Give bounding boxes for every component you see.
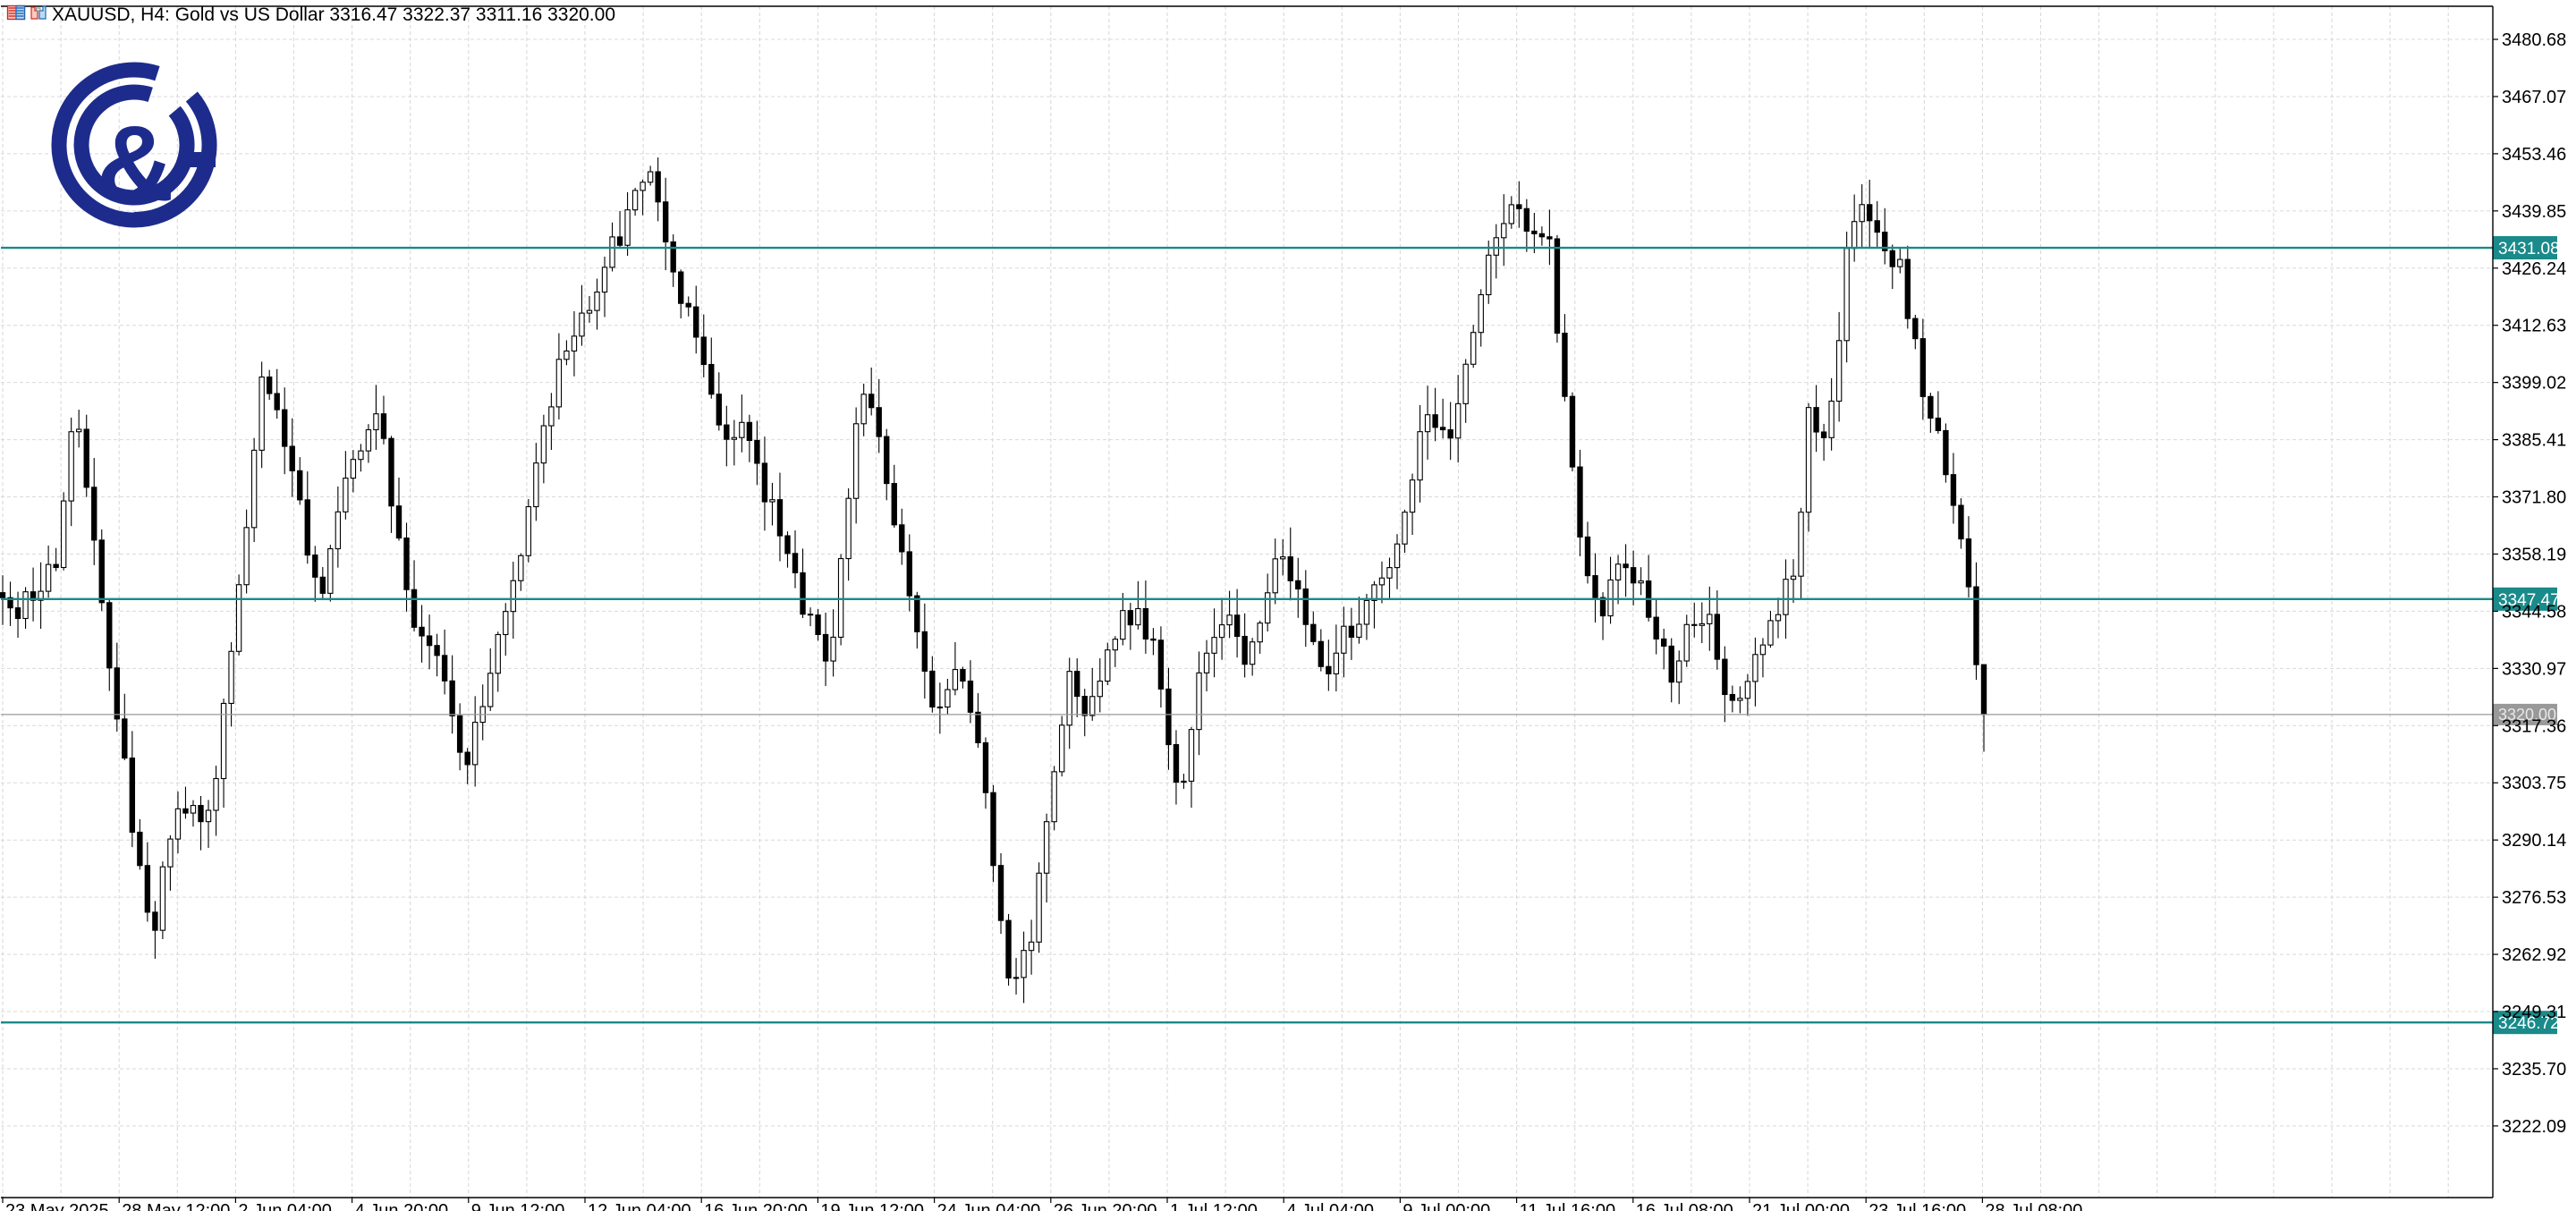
svg-text:3262.92: 3262.92 [2502,945,2566,965]
svg-text:3290.14: 3290.14 [2502,831,2566,851]
svg-text:2 Jun 04:00: 2 Jun 04:00 [238,1201,332,1211]
svg-text:3303.75: 3303.75 [2502,774,2566,793]
svg-text:24 Jun 04:00: 24 Jun 04:00 [937,1201,1041,1211]
svg-text:3249.31: 3249.31 [2502,1003,2566,1022]
svg-text:11 Jul 16:00: 11 Jul 16:00 [1520,1201,1616,1211]
svg-text:3399.02: 3399.02 [2502,374,2566,394]
svg-text:4 Jun 20:00: 4 Jun 20:00 [355,1201,449,1211]
svg-text:1 Jul 12:00: 1 Jul 12:00 [1170,1201,1258,1211]
svg-text:23 Jul 16:00: 23 Jul 16:00 [1868,1201,1966,1211]
svg-text:3317.36: 3317.36 [2502,716,2566,736]
svg-text:3431.08: 3431.08 [2498,240,2560,258]
svg-text:16 Jun 20:00: 16 Jun 20:00 [704,1201,808,1211]
svg-text:23 May 2025: 23 May 2025 [5,1201,109,1211]
svg-text:3371.80: 3371.80 [2502,488,2566,508]
svg-text:9 Jul 00:00: 9 Jul 00:00 [1402,1201,1490,1211]
svg-text:3330.97: 3330.97 [2502,659,2566,679]
svg-text:3480.68: 3480.68 [2502,30,2566,50]
svg-text:3235.70: 3235.70 [2502,1060,2566,1080]
svg-text:3467.07: 3467.07 [2502,88,2566,107]
svg-text:3439.85: 3439.85 [2502,202,2566,222]
svg-text:16 Jul 08:00: 16 Jul 08:00 [1636,1201,1733,1211]
svg-text:26 Jun 20:00: 26 Jun 20:00 [1054,1201,1157,1211]
svg-text:28 May 12:00: 28 May 12:00 [122,1201,230,1211]
svg-text:3276.53: 3276.53 [2502,888,2566,908]
svg-text:19 Jun 12:00: 19 Jun 12:00 [820,1201,924,1211]
svg-text:3385.41: 3385.41 [2502,431,2566,451]
svg-text:&: & [97,104,174,224]
svg-text:3426.24: 3426.24 [2502,259,2566,279]
svg-text:3344.58: 3344.58 [2502,602,2566,622]
svg-text:3453.46: 3453.46 [2502,145,2566,165]
svg-text:3358.19: 3358.19 [2502,545,2566,564]
svg-text:3222.09: 3222.09 [2502,1117,2566,1137]
svg-text:4 Jul 04:00: 4 Jul 04:00 [1286,1201,1374,1211]
svg-text:28 Jul 08:00: 28 Jul 08:00 [1985,1201,2082,1211]
svg-text:3412.63: 3412.63 [2502,317,2566,336]
svg-text:12 Jun 04:00: 12 Jun 04:00 [588,1201,691,1211]
svg-text:21 Jul 00:00: 21 Jul 00:00 [1752,1201,1850,1211]
svg-text:9 Jun 12:00: 9 Jun 12:00 [471,1201,565,1211]
svg-text:XAUUSD, H4: Gold vs US Dollar: XAUUSD, H4: Gold vs US Dollar 3316.47 33… [52,4,615,25]
